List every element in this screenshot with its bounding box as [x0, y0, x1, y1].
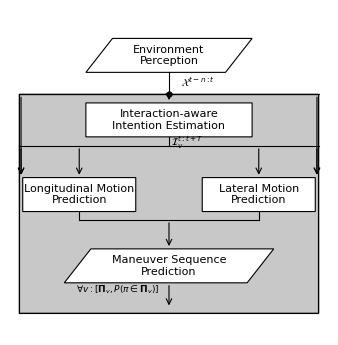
FancyBboxPatch shape: [19, 95, 319, 313]
FancyBboxPatch shape: [86, 103, 252, 137]
Text: Interaction-aware
Intention Estimation: Interaction-aware Intention Estimation: [113, 109, 225, 131]
FancyBboxPatch shape: [202, 178, 315, 211]
Text: $\mathcal{I}_v^{t:t+T}$: $\mathcal{I}_v^{t:t+T}$: [171, 134, 203, 151]
FancyBboxPatch shape: [23, 178, 136, 211]
Text: $\forall v : [\mathbf{\Pi}_v, P(\pi \in \mathbf{\Pi}_v)]$: $\forall v : [\mathbf{\Pi}_v, P(\pi \in …: [76, 283, 159, 296]
Polygon shape: [86, 38, 252, 72]
Text: Maneuver Sequence
Prediction: Maneuver Sequence Prediction: [112, 255, 226, 277]
Text: $\mathcal{X}^{t-n:t}$: $\mathcal{X}^{t-n:t}$: [180, 76, 215, 89]
Text: Longitudinal Motion
Prediction: Longitudinal Motion Prediction: [24, 184, 135, 205]
Polygon shape: [64, 249, 274, 283]
Text: Lateral Motion
Prediction: Lateral Motion Prediction: [219, 184, 299, 205]
Text: Environment
Perception: Environment Perception: [133, 45, 205, 66]
